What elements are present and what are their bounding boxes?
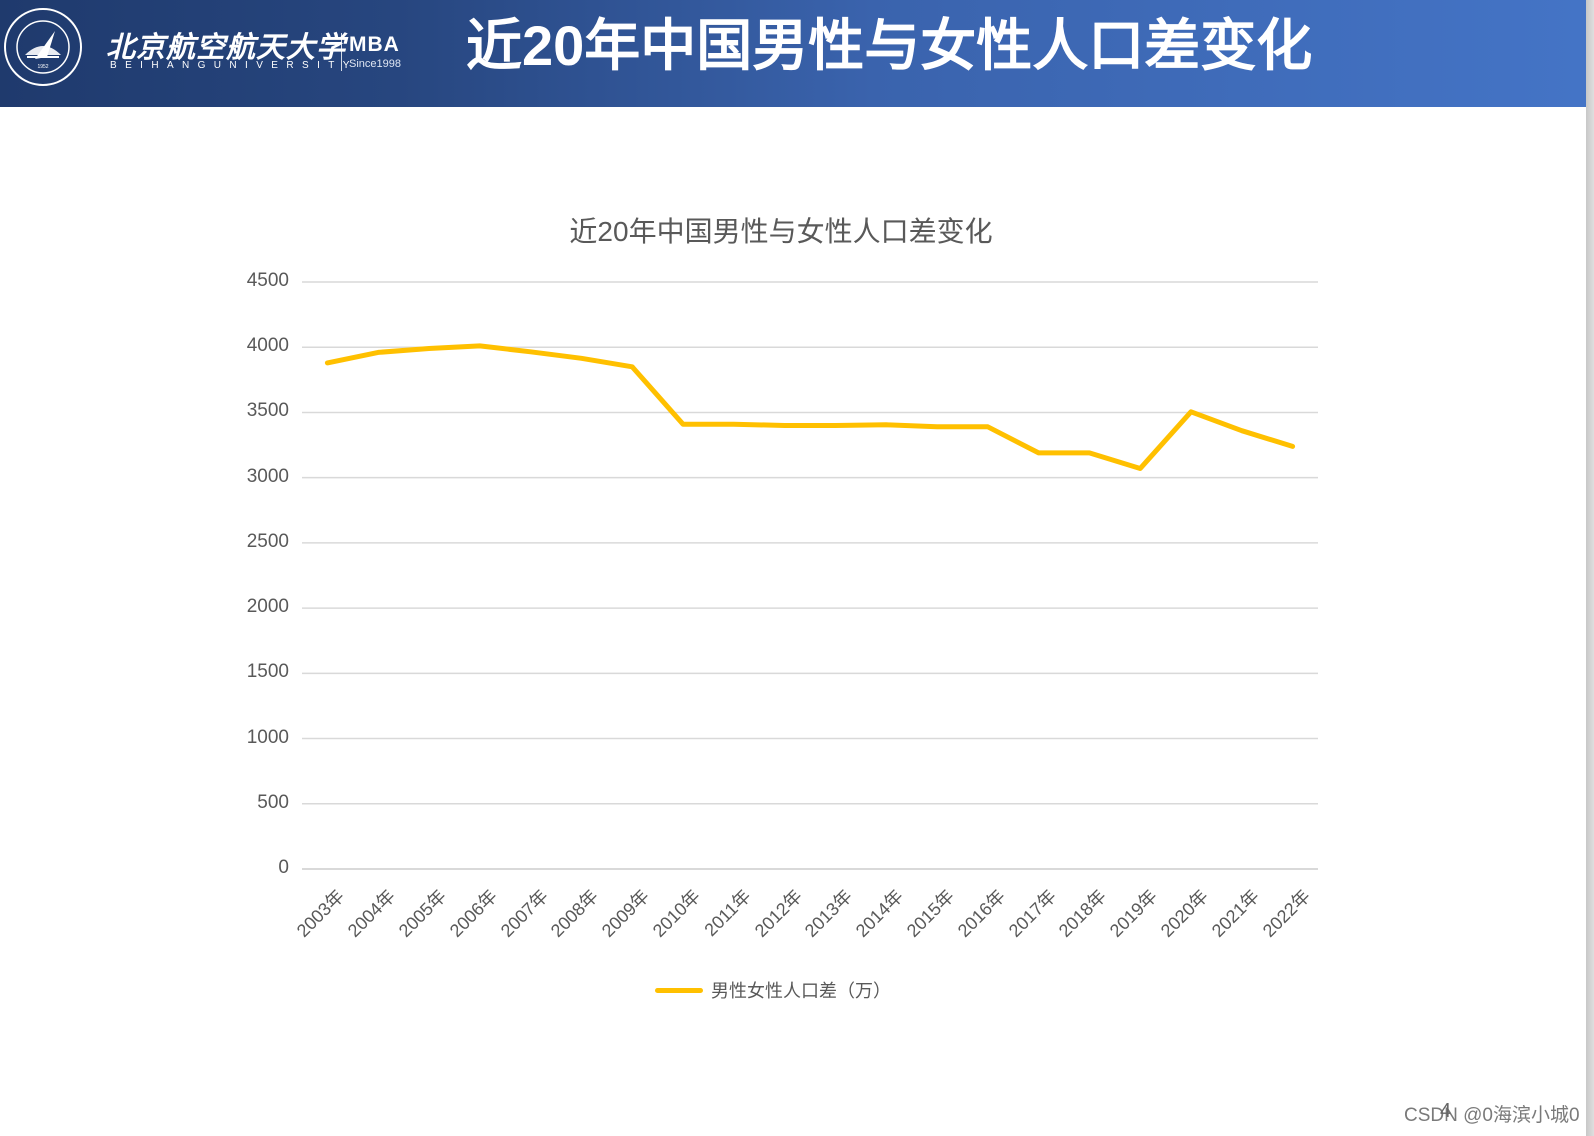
slide-header: 1952 北京航空航天大学 BEIHANGUNIVERSITY MBA Sinc… (0, 0, 1586, 107)
watermark: CSDN @0海滨小城0 (1404, 1105, 1580, 1126)
svg-text:1952: 1952 (37, 64, 48, 70)
y-tick-label: 3500 (246, 400, 289, 422)
y-tick-label: 1500 (246, 661, 289, 683)
y-tick-label: 0 (278, 857, 289, 878)
chart-title: 近20年中国男性与女性人口差变化 (569, 216, 993, 247)
y-tick-label: 4500 (246, 270, 289, 291)
school-name-cn: 北京航空航天大学 (106, 30, 347, 64)
window-edge (1586, 0, 1594, 1136)
y-tick-label: 500 (257, 791, 289, 813)
school-name-en: BEIHANGUNIVERSITY (110, 60, 358, 71)
y-tick-label: 2500 (246, 530, 289, 552)
page-number: 4 (1440, 1100, 1452, 1122)
data-series-line (324, 343, 1296, 471)
y-tick-label: 4000 (246, 335, 289, 357)
chart-legend: 男性女性人口差（万） (655, 977, 891, 1003)
y-tick-label: 1000 (246, 726, 289, 748)
legend-label: 男性女性人口差（万） (711, 981, 891, 1001)
legend-line-swatch-icon (655, 987, 703, 993)
since-label: Since1998 (349, 58, 401, 70)
logo-divider (341, 33, 342, 71)
y-tick-label: 3000 (246, 465, 289, 487)
university-seal-icon: 1952 (4, 8, 82, 86)
program-label: MBA (349, 33, 400, 56)
slide-title: 近20年中国男性与女性人口差变化 (466, 14, 1313, 77)
y-tick-label: 2000 (246, 596, 289, 618)
